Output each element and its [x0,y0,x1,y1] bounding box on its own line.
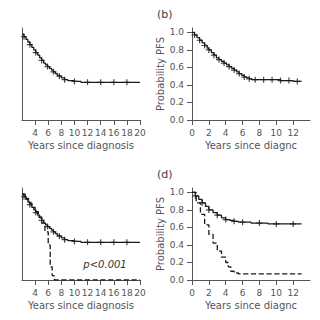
svg-text:10: 10 [69,288,81,298]
svg-text:0.8: 0.8 [170,205,185,215]
svg-text:8: 8 [257,128,263,138]
svg-text:18: 18 [121,288,133,298]
svg-text:2: 2 [206,288,212,298]
svg-text:18: 18 [121,128,133,138]
svg-text:0.0: 0.0 [170,115,185,125]
svg-text:Probability PFS: Probability PFS [155,197,166,271]
svg-text:6: 6 [45,288,51,298]
svg-text:0.6: 0.6 [170,62,185,72]
svg-text:16: 16 [108,128,120,138]
svg-text:10: 10 [271,288,283,298]
svg-text:p<0.001: p<0.001 [82,259,126,270]
svg-text:6: 6 [240,128,246,138]
svg-text:0.2: 0.2 [170,97,184,107]
svg-text:12: 12 [82,128,93,138]
svg-text:20: 20 [134,128,146,138]
svg-text:Years since diagnc: Years since diagnc [204,300,297,311]
svg-text:10: 10 [69,128,81,138]
svg-text:0.0: 0.0 [170,275,185,285]
svg-text:8: 8 [58,288,64,298]
svg-text:14: 14 [95,288,107,298]
svg-text:0.8: 0.8 [170,45,185,55]
svg-text:(b): (b) [157,8,173,21]
svg-text:20: 20 [134,288,146,298]
svg-text:Years since diagnosis: Years since diagnosis [27,300,134,311]
svg-text:14: 14 [95,128,107,138]
svg-text:12: 12 [82,288,93,298]
svg-text:4: 4 [223,128,229,138]
svg-text:Probability PFS: Probability PFS [155,37,166,111]
svg-text:6: 6 [45,128,51,138]
svg-text:10: 10 [271,128,283,138]
svg-text:(d): (d) [157,168,173,181]
svg-text:0.4: 0.4 [170,80,185,90]
svg-text:0: 0 [189,128,195,138]
svg-text:4: 4 [32,128,38,138]
svg-text:4: 4 [223,288,229,298]
svg-text:0.2: 0.2 [170,257,184,267]
svg-text:12: 12 [287,288,298,298]
svg-text:8: 8 [257,288,263,298]
svg-text:16: 16 [108,288,120,298]
svg-text:1.0: 1.0 [170,187,185,197]
svg-text:12: 12 [287,128,298,138]
svg-text:0.4: 0.4 [170,240,185,250]
svg-text:1.0: 1.0 [170,27,185,37]
svg-text:8: 8 [58,128,64,138]
svg-text:4: 4 [32,288,38,298]
svg-text:2: 2 [206,128,212,138]
svg-text:0.6: 0.6 [170,222,185,232]
svg-text:Years since diagnc: Years since diagnc [204,140,297,151]
svg-text:Years since diagnosis: Years since diagnosis [27,140,134,151]
svg-text:0: 0 [189,288,195,298]
svg-text:6: 6 [240,288,246,298]
